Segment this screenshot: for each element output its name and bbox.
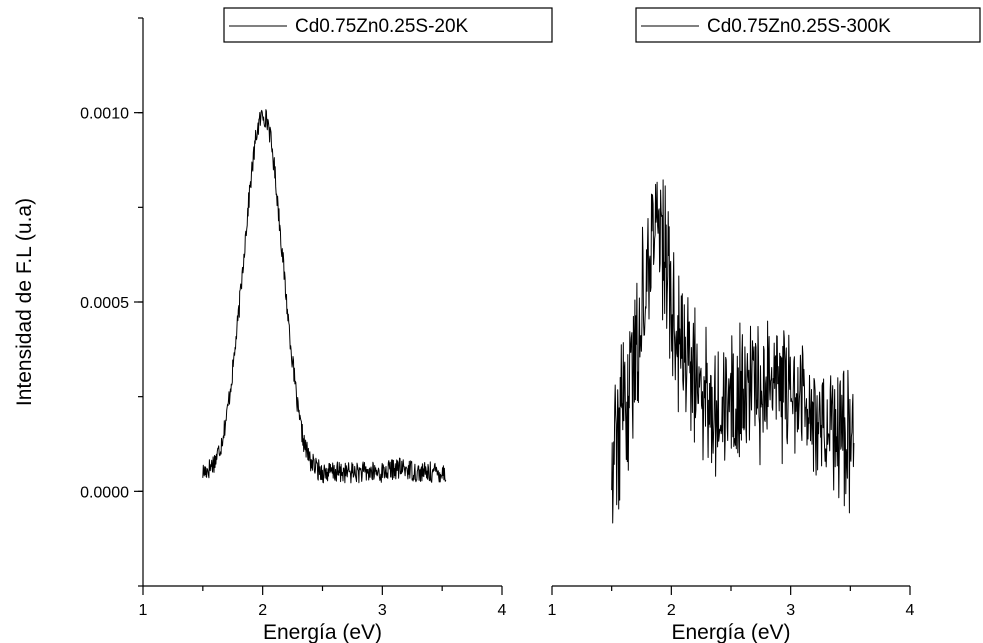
x-tick-label: 2 [667, 602, 676, 619]
legend-box [635, 7, 981, 43]
legend-box [223, 7, 553, 43]
x-axis-label: Energía (eV) [263, 621, 382, 643]
x-tick-label: 1 [139, 602, 148, 619]
y-tick-label: 0.0005 [80, 295, 129, 312]
x-tick-label: 4 [498, 602, 507, 619]
chart-panel-1: 1 2 3 4 Energía (eV) 0.0000 0.0005 0.0010 Intens… [13, 7, 553, 643]
x-tick-label: 3 [378, 602, 387, 619]
x-tick-label: 3 [786, 602, 795, 619]
x-tick-label: 1 [548, 602, 557, 619]
y-tick-label: 0.0010 [80, 106, 129, 123]
y-tick-label: 0.0000 [80, 484, 129, 501]
series-line-1 [202, 109, 447, 484]
chart-panel-2: 1 2 3 4 Energía (eV) Cd0.75Zn0.25S-300K [548, 7, 981, 643]
legend-entry: Cd0.75Zn0.25S-300K [707, 16, 891, 37]
x-tick-label: 4 [906, 602, 915, 619]
x-axis-label: Energía (eV) [671, 621, 790, 643]
x-tick-label: 2 [258, 602, 267, 619]
legend-entry: Cd0.75Zn0.25S-20K [295, 16, 469, 37]
y-axis-label: Intensidad de F.L (u.a) [13, 198, 36, 406]
series-line-2 [611, 179, 855, 524]
